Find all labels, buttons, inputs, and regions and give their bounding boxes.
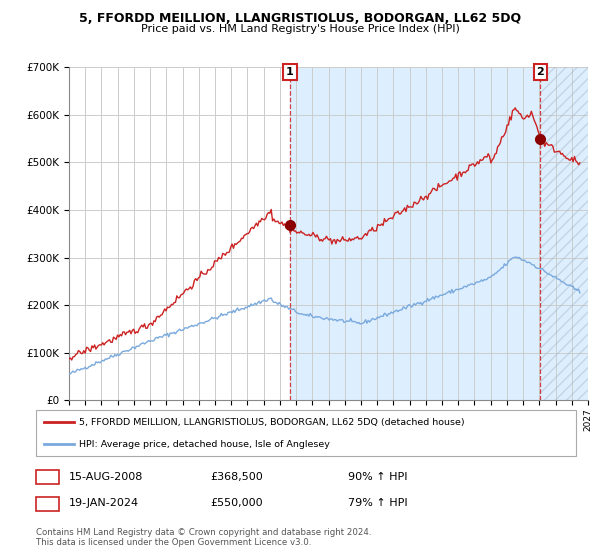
Bar — [290, 67, 540, 400]
Text: 2: 2 — [536, 67, 544, 77]
Text: 19-JAN-2024: 19-JAN-2024 — [69, 498, 139, 508]
Text: 90% ↑ HPI: 90% ↑ HPI — [348, 472, 407, 482]
Text: £368,500: £368,500 — [210, 472, 263, 482]
Text: 1: 1 — [286, 67, 294, 77]
Text: Contains HM Land Registry data © Crown copyright and database right 2024.
This d: Contains HM Land Registry data © Crown c… — [36, 528, 371, 547]
Text: 2: 2 — [44, 498, 51, 508]
Bar — [540, 67, 588, 400]
Bar — [69, 67, 290, 400]
Text: £550,000: £550,000 — [210, 498, 263, 508]
Bar — [540, 67, 588, 400]
Text: 79% ↑ HPI: 79% ↑ HPI — [348, 498, 407, 508]
Text: Price paid vs. HM Land Registry's House Price Index (HPI): Price paid vs. HM Land Registry's House … — [140, 24, 460, 34]
Text: 5, FFORDD MEILLION, LLANGRISTIOLUS, BODORGAN, LL62 5DQ: 5, FFORDD MEILLION, LLANGRISTIOLUS, BODO… — [79, 12, 521, 25]
Text: HPI: Average price, detached house, Isle of Anglesey: HPI: Average price, detached house, Isle… — [79, 440, 330, 449]
Text: 5, FFORDD MEILLION, LLANGRISTIOLUS, BODORGAN, LL62 5DQ (detached house): 5, FFORDD MEILLION, LLANGRISTIOLUS, BODO… — [79, 418, 465, 427]
Text: 1: 1 — [44, 472, 51, 482]
Text: 15-AUG-2008: 15-AUG-2008 — [69, 472, 143, 482]
FancyBboxPatch shape — [36, 410, 576, 456]
